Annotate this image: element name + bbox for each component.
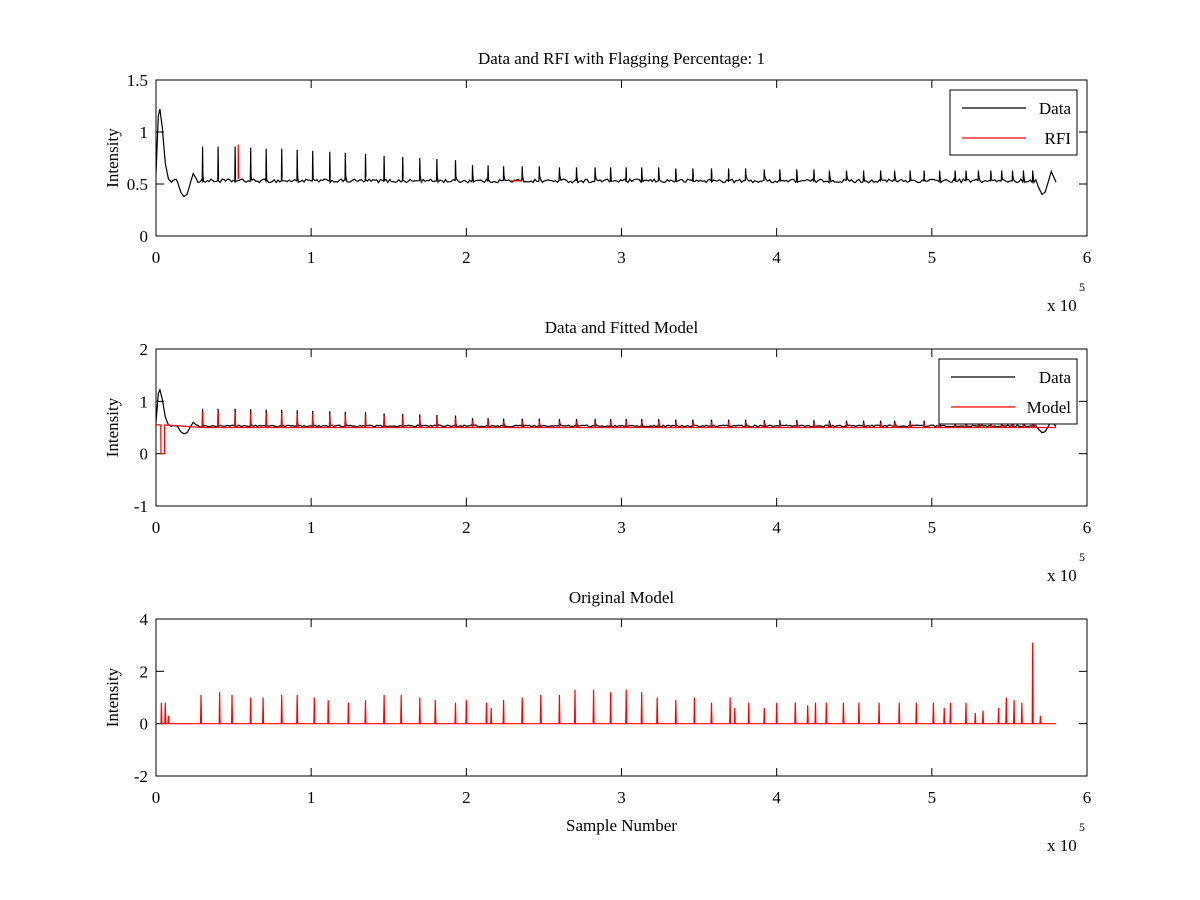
x-exponent-base: x 10 <box>1047 836 1077 855</box>
y-tick-label: 0 <box>140 715 149 734</box>
legend-label-data: Data <box>1039 368 1072 387</box>
legend-box <box>949 89 1078 156</box>
y-axis-label: Intensity <box>103 667 122 727</box>
series-line-model <box>156 411 1056 455</box>
x-tick-label: 0 <box>152 788 161 807</box>
x-tick-label: 4 <box>772 248 781 267</box>
chart-1: Data and RFI with Flagging Percentage: 1… <box>103 49 1091 315</box>
x-tick-label: 5 <box>928 788 937 807</box>
x-tick-label: 6 <box>1083 518 1092 537</box>
y-tick-label: 1 <box>140 123 149 142</box>
x-tick-label: 2 <box>462 518 471 537</box>
x-tick-label: 1 <box>307 788 316 807</box>
x-tick-label: 4 <box>772 788 781 807</box>
x-exponent-power: 5 <box>1079 280 1085 294</box>
x-tick-label: 6 <box>1083 788 1092 807</box>
y-axis-label: Intensity <box>103 128 122 188</box>
y-tick-label: 0.5 <box>127 175 148 194</box>
y-axis-label: Intensity <box>103 397 122 457</box>
chart-title: Original Model <box>569 588 675 607</box>
x-tick-label: 6 <box>1083 248 1092 267</box>
series-line-rfi <box>237 144 240 179</box>
plot-frame <box>155 79 1088 237</box>
x-axis-label: Sample Number <box>566 816 677 835</box>
y-tick-label: -2 <box>134 767 148 786</box>
x-tick-label: 3 <box>617 518 626 537</box>
x-exponent-base: x 10 <box>1047 296 1077 315</box>
x-tick-label: 2 <box>462 248 471 267</box>
series-line-data <box>156 108 1057 198</box>
y-tick-label: -1 <box>134 497 148 516</box>
y-tick-label: 4 <box>140 610 149 629</box>
legend-label-rfi: RFI <box>1045 129 1072 148</box>
x-tick-label: 2 <box>462 788 471 807</box>
plot-area <box>156 387 1057 455</box>
x-tick-label: 4 <box>772 518 781 537</box>
legend-box <box>938 358 1078 425</box>
y-tick-label: 2 <box>140 340 149 359</box>
y-tick-label: 0 <box>140 445 149 464</box>
plot-area <box>156 108 1057 198</box>
plot-frame <box>155 618 1088 777</box>
x-tick-label: 1 <box>307 248 316 267</box>
y-tick-label: 1.5 <box>127 71 148 90</box>
plot-area <box>160 642 1056 725</box>
legend-label-data: Data <box>1039 99 1072 118</box>
x-exponent-power: 5 <box>1079 820 1085 834</box>
x-tick-label: 5 <box>928 518 937 537</box>
x-tick-label: 5 <box>928 248 937 267</box>
series-line-original <box>160 642 1056 725</box>
y-tick-label: 2 <box>140 662 149 681</box>
x-tick-label: 0 <box>152 248 161 267</box>
x-exponent-power: 5 <box>1079 550 1085 564</box>
legend: Data RFI <box>949 89 1078 156</box>
y-tick-label: 1 <box>140 392 149 411</box>
x-exponent-base: x 10 <box>1047 566 1077 585</box>
x-tick-label: 0 <box>152 518 161 537</box>
series-line-data <box>156 387 1057 435</box>
y-tick-label: 0 <box>140 227 149 246</box>
x-tick-label: 3 <box>617 788 626 807</box>
x-tick-label: 3 <box>617 248 626 267</box>
x-tick-label: 1 <box>307 518 316 537</box>
chart-title: Data and RFI with Flagging Percentage: 1 <box>478 49 765 68</box>
legend: Data Model <box>938 358 1078 425</box>
legend-label-model: Model <box>1027 398 1072 417</box>
chart-title: Data and Fitted Model <box>545 318 699 337</box>
